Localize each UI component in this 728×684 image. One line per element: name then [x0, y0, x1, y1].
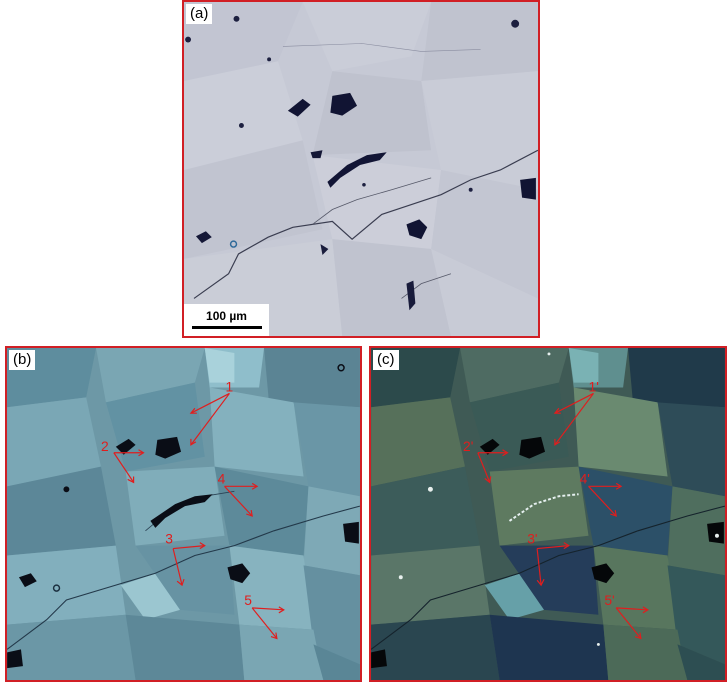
micrograph-panel-a: (a) 100 µm [182, 0, 540, 338]
annotation-label-4: 4 [218, 470, 226, 486]
annotation-label-5: 5 [244, 592, 252, 608]
annotation-label-1-prime: 1' [589, 378, 599, 394]
panel-a-image [184, 2, 538, 336]
panel-a-tag: (a) [186, 4, 213, 24]
scale-bar-label: 100 µm [206, 309, 247, 323]
panel-c-image: 1' 2' 4' 3' 5' [371, 348, 725, 680]
annotation-label-5-prime: 5' [604, 592, 614, 608]
annotation-label-3: 3 [165, 531, 173, 547]
panel-c-tag: (c) [373, 350, 399, 370]
annotation-label-3-prime: 3' [527, 531, 537, 547]
scale-bar: 100 µm [184, 304, 269, 336]
micrograph-panel-b: 1 2 4 3 5 (b) [5, 346, 362, 682]
annotation-label-2: 2 [101, 438, 109, 454]
panel-b-image: 1 2 4 3 5 [7, 348, 360, 680]
annotation-label-2-prime: 2' [463, 438, 473, 454]
panel-b-tag: (b) [9, 350, 36, 370]
annotation-label-4-prime: 4' [580, 470, 590, 486]
annotation-label-1: 1 [225, 378, 233, 394]
micrograph-panel-c: 1' 2' 4' 3' 5' (c) [369, 346, 727, 682]
scale-bar-line [192, 326, 262, 329]
